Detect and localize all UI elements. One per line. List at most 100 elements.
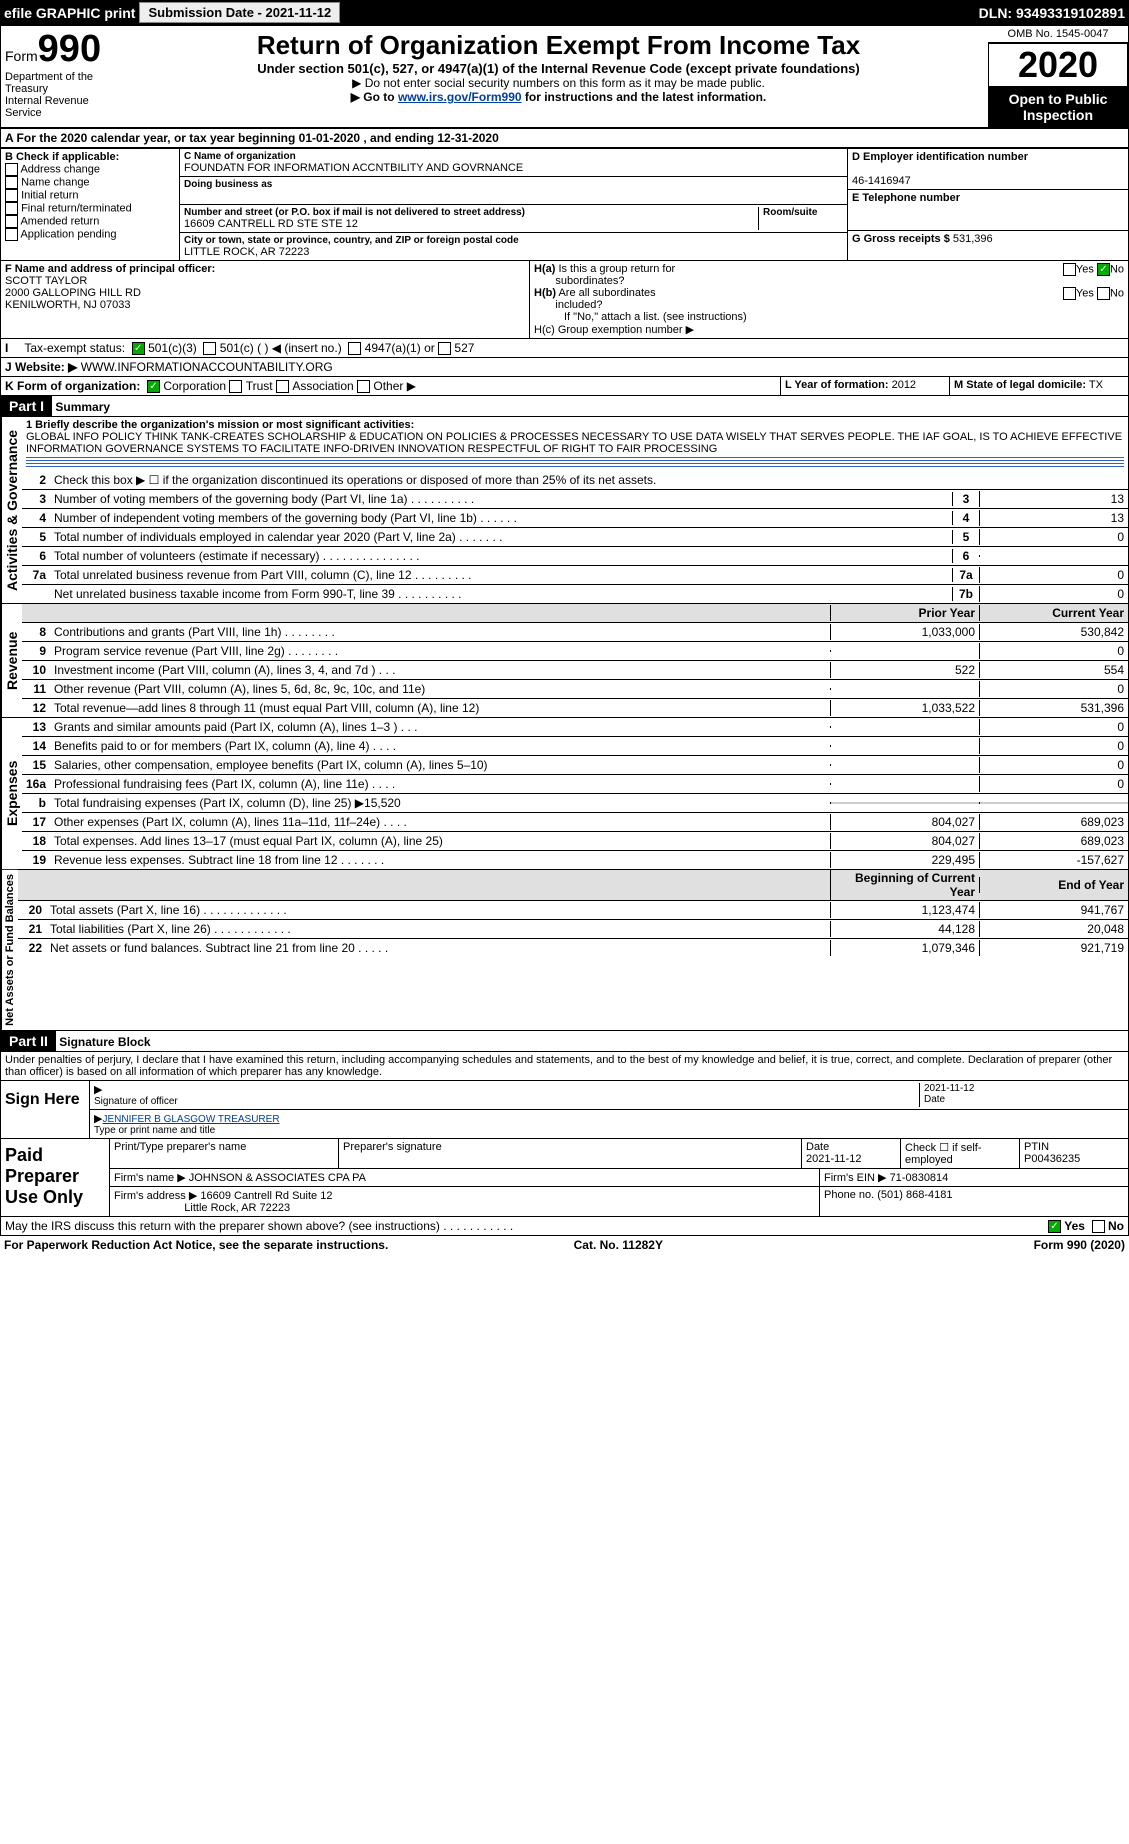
line-19: Revenue less expenses. Subtract line 18 …: [52, 852, 830, 868]
form-990-page: efile GRAPHIC print Submission Date - 20…: [0, 0, 1129, 1254]
line-18: Total expenses. Add lines 13–17 (must eq…: [52, 833, 830, 849]
line-15: Salaries, other compensation, employee b…: [52, 757, 830, 773]
check-trust[interactable]: [229, 380, 242, 393]
footer-right: Form 990 (2020): [1034, 1238, 1125, 1252]
check-other[interactable]: [357, 380, 370, 393]
check-amended[interactable]: Amended return: [5, 215, 175, 228]
check-initial[interactable]: Initial return: [5, 189, 175, 202]
check-4947[interactable]: [348, 342, 361, 355]
firm-addr2: Little Rock, AR 72223: [184, 1202, 290, 1214]
check-501c[interactable]: [203, 342, 216, 355]
line-4: Number of independent voting members of …: [52, 510, 952, 526]
submission-date-button[interactable]: Submission Date - 2021-11-12: [139, 2, 340, 23]
check-name[interactable]: Name change: [5, 176, 175, 189]
gross-value: 531,396: [953, 233, 993, 245]
part2-title: Signature Block: [59, 1035, 150, 1049]
hdr-prior: Prior Year: [830, 605, 979, 621]
check-corp[interactable]: [147, 380, 160, 393]
row-j: J Website: ▶ WWW.INFORMATIONACCOUNTABILI…: [0, 358, 1129, 377]
hdr-eoy: End of Year: [979, 877, 1128, 893]
row-m: M State of legal domicile: TX: [949, 377, 1128, 395]
box-d-e-g: D Employer identification number 46-1416…: [847, 149, 1128, 260]
officer-addr2: KENILWORTH, NJ 07033: [5, 299, 131, 311]
page-footer: For Paperwork Reduction Act Notice, see …: [0, 1236, 1129, 1254]
firm-ein-label: Firm's EIN ▶: [824, 1172, 887, 1184]
form-subtitle: Under section 501(c), 527, or 4947(a)(1)…: [133, 61, 984, 76]
line-13: Grants and similar amounts paid (Part IX…: [52, 719, 830, 735]
line-11: Other revenue (Part VIII, column (A), li…: [52, 681, 830, 697]
irs-link[interactable]: www.irs.gov/Form990: [398, 90, 522, 104]
check-final[interactable]: Final return/terminated: [5, 202, 175, 215]
line-21: Total liabilities (Part X, line 26) . . …: [48, 921, 830, 937]
officer-name: SCOTT TAYLOR: [5, 275, 87, 287]
sig-date-val: 2021-11-12: [924, 1083, 974, 1094]
ssn-note: ▶ Do not enter social security numbers o…: [133, 76, 984, 90]
firm-name-label: Firm's name ▶: [114, 1172, 186, 1184]
org-name: FOUNDATN FOR INFORMATION ACCNTBILITY AND…: [184, 162, 843, 174]
line-8: Contributions and grants (Part VIII, lin…: [52, 624, 830, 640]
box-b-title: B Check if applicable:: [5, 151, 119, 163]
dln-label: DLN: 93493319102891: [979, 5, 1125, 21]
vlabel-expenses: Expenses: [1, 718, 22, 869]
vlabel-governance: Activities & Governance: [1, 417, 22, 603]
ptin-label: PTIN: [1024, 1141, 1049, 1153]
department-label: Department of the Treasury: [5, 71, 125, 95]
irs-label: Internal Revenue Service: [5, 95, 125, 119]
check-501c3[interactable]: [132, 342, 145, 355]
part2-header: Part II: [1, 1031, 56, 1051]
vlabel-revenue: Revenue: [1, 604, 22, 717]
dba-label: Doing business as: [184, 179, 843, 190]
phone-label: E Telephone number: [852, 192, 960, 204]
sig-officer-label: Signature of officer: [94, 1096, 178, 1107]
officer-addr1: 2000 GALLOPING HILL RD: [5, 287, 141, 299]
val-3: 13: [979, 491, 1128, 507]
line-5: Total number of individuals employed in …: [52, 529, 952, 545]
tax-year: 2020: [988, 43, 1128, 87]
line-10: Investment income (Part VIII, column (A)…: [52, 662, 830, 678]
org-name-label: C Name of organization: [184, 151, 843, 162]
val-4: 13: [979, 510, 1128, 526]
footer-left: For Paperwork Reduction Act Notice, see …: [4, 1238, 388, 1252]
website-value: WWW.INFORMATIONACCOUNTABILITY.ORG: [81, 360, 333, 374]
row-i: I Tax-exempt status: 501(c)(3) 501(c) ( …: [0, 339, 1129, 358]
check-527[interactable]: [438, 342, 451, 355]
line-7a: Total unrelated business revenue from Pa…: [52, 567, 952, 583]
prep-date-val: 2021-11-12: [806, 1153, 861, 1165]
check-address[interactable]: Address change: [5, 163, 175, 176]
self-employed-check[interactable]: Check ☐ if self-employed: [901, 1139, 1020, 1168]
hc-label: H(c) Group exemption number ▶: [534, 323, 1124, 336]
street-label: Number and street (or P.O. box if mail i…: [184, 207, 758, 218]
footer-mid: Cat. No. 11282Y: [574, 1238, 663, 1252]
box-b: B Check if applicable: Address change Na…: [1, 149, 180, 260]
val-5: 0: [979, 529, 1128, 545]
part1-header: Part I: [1, 396, 52, 416]
ein-value: 46-1416947: [852, 175, 911, 187]
website-label: J Website: ▶: [5, 360, 77, 374]
check-assoc[interactable]: [276, 380, 289, 393]
officer-label: F Name and address of principal officer:: [5, 263, 215, 275]
signer-name-link[interactable]: JENNIFER B GLASGOW TREASURER: [102, 1114, 279, 1125]
preparer-name-label: Print/Type preparer's name: [114, 1141, 246, 1153]
hb-note: If "No," attach a list. (see instruction…: [534, 311, 1124, 323]
paid-preparer-label: Paid Preparer Use Only: [1, 1139, 109, 1216]
instructions-note: ▶ Go to www.irs.gov/Form990 for instruct…: [133, 90, 984, 104]
mission-block: 1 Briefly describe the organization's mi…: [22, 417, 1128, 471]
prep-date-label: Date: [806, 1141, 829, 1153]
discuss-yes[interactable]: [1048, 1220, 1061, 1233]
line-b: Total fundraising expenses (Part IX, col…: [52, 795, 830, 811]
discuss-row: May the IRS discuss this return with the…: [0, 1217, 1129, 1236]
firm-addr-label: Firm's address ▶: [114, 1190, 197, 1202]
gross-label: G Gross receipts $: [852, 233, 950, 245]
form-title: Return of Organization Exempt From Incom…: [133, 30, 984, 61]
val-7a: 0: [979, 567, 1128, 583]
city-label: City or town, state or province, country…: [184, 235, 843, 246]
mission-text: GLOBAL INFO POLICY THINK TANK-CREATES SC…: [26, 431, 1122, 455]
val-7b: 0: [979, 586, 1128, 602]
check-application[interactable]: Application pending: [5, 228, 175, 241]
penalties-text: Under penalties of perjury, I declare th…: [0, 1052, 1129, 1081]
mission-label: 1 Briefly describe the organization's mi…: [26, 419, 414, 431]
omb-number: OMB No. 1545-0047: [988, 26, 1128, 43]
efile-label: efile GRAPHIC print: [4, 5, 135, 21]
discuss-text: May the IRS discuss this return with the…: [5, 1219, 513, 1233]
discuss-no[interactable]: [1092, 1220, 1105, 1233]
